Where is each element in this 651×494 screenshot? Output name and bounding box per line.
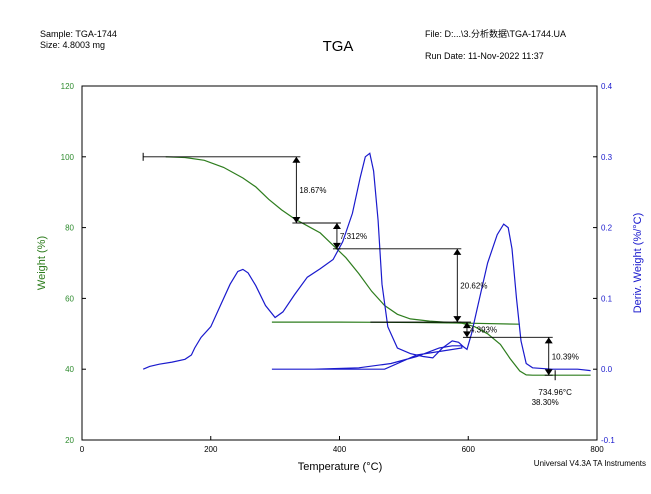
- step-arrow-head-bottom: [462, 331, 471, 338]
- x-tick-label: 0: [80, 445, 85, 454]
- step-loss-label: 20.62%: [460, 281, 487, 290]
- annotation-layer: 18.67% 7.312% 20.62% 4.393% 10.39% 734.96°C38…: [142, 152, 579, 407]
- size-label: Size: 4.8003 mg: [40, 40, 105, 50]
- sample-label: Sample: TGA-1744: [40, 29, 117, 39]
- step-arrow-head-top: [462, 322, 471, 329]
- y-left-tick-label: 80: [65, 224, 74, 233]
- y-axis-right-label: Deriv. Weight (%/°C): [632, 213, 644, 314]
- step-arrow-head-bottom: [544, 369, 553, 376]
- y-right-tick-label: 0.0: [601, 365, 613, 374]
- x-axis-label: Temperature (°C): [298, 461, 382, 473]
- step-arrow-head-bottom: [292, 216, 301, 223]
- step-loss-label: 18.67%: [299, 186, 326, 195]
- deriv-series-line-3: [271, 345, 463, 370]
- run-date-label: Run Date: 11-Nov-2022 11:37: [425, 51, 544, 61]
- step-arrow-head-top: [544, 337, 553, 344]
- y-right-tick-label: -0.1: [601, 436, 615, 445]
- step-arrow-head-top: [332, 222, 341, 229]
- y-right-tick-label: 0.1: [601, 294, 613, 303]
- x-tick-label: 200: [204, 445, 218, 454]
- step-loss-label: 4.393%: [470, 326, 497, 335]
- step-arrow-head-bottom: [332, 242, 341, 249]
- y-right-tick-label: 0.2: [601, 224, 613, 233]
- y-left-tick-label: 100: [61, 153, 75, 162]
- step-loss-label: 10.39%: [552, 352, 579, 361]
- y-axis-left-label: Weight (%): [36, 236, 48, 290]
- y-left-tick-label: 40: [65, 365, 74, 374]
- y-left-tick-label: 20: [65, 436, 74, 445]
- step-loss-label: 7.312%: [340, 232, 367, 241]
- series-layer: [142, 152, 591, 376]
- y-right-tick-label: 0.4: [601, 82, 613, 91]
- x-tick-label: 400: [333, 445, 347, 454]
- instrument-label: Universal V4.3A TA Instruments: [534, 459, 646, 468]
- residue-weight-label: 38.30%: [532, 398, 559, 407]
- step-arrow-head-top: [292, 156, 301, 163]
- x-tick-label: 800: [590, 445, 604, 454]
- residue-temperature-label: 734.96°C: [538, 388, 572, 397]
- y-left-tick-label: 60: [65, 294, 74, 303]
- y-right-tick-label: 0.3: [601, 153, 613, 162]
- file-label: File: D:...\3.分析数据\TGA-1744.UA: [425, 28, 566, 39]
- axis-ticks: 0 200 400 600 800 20 40 60 80 100 120 -0.1 0.0 0.1 0.2…: [61, 82, 616, 454]
- chart-title: TGA: [323, 38, 354, 55]
- y-left-tick-label: 120: [61, 82, 75, 91]
- deriv-series-line-2: [142, 152, 591, 372]
- weight-series-line-0: [165, 156, 591, 376]
- step-arrow-head-bottom: [453, 316, 462, 323]
- x-tick-label: 600: [462, 445, 476, 454]
- step-arrow-head-top: [453, 248, 462, 255]
